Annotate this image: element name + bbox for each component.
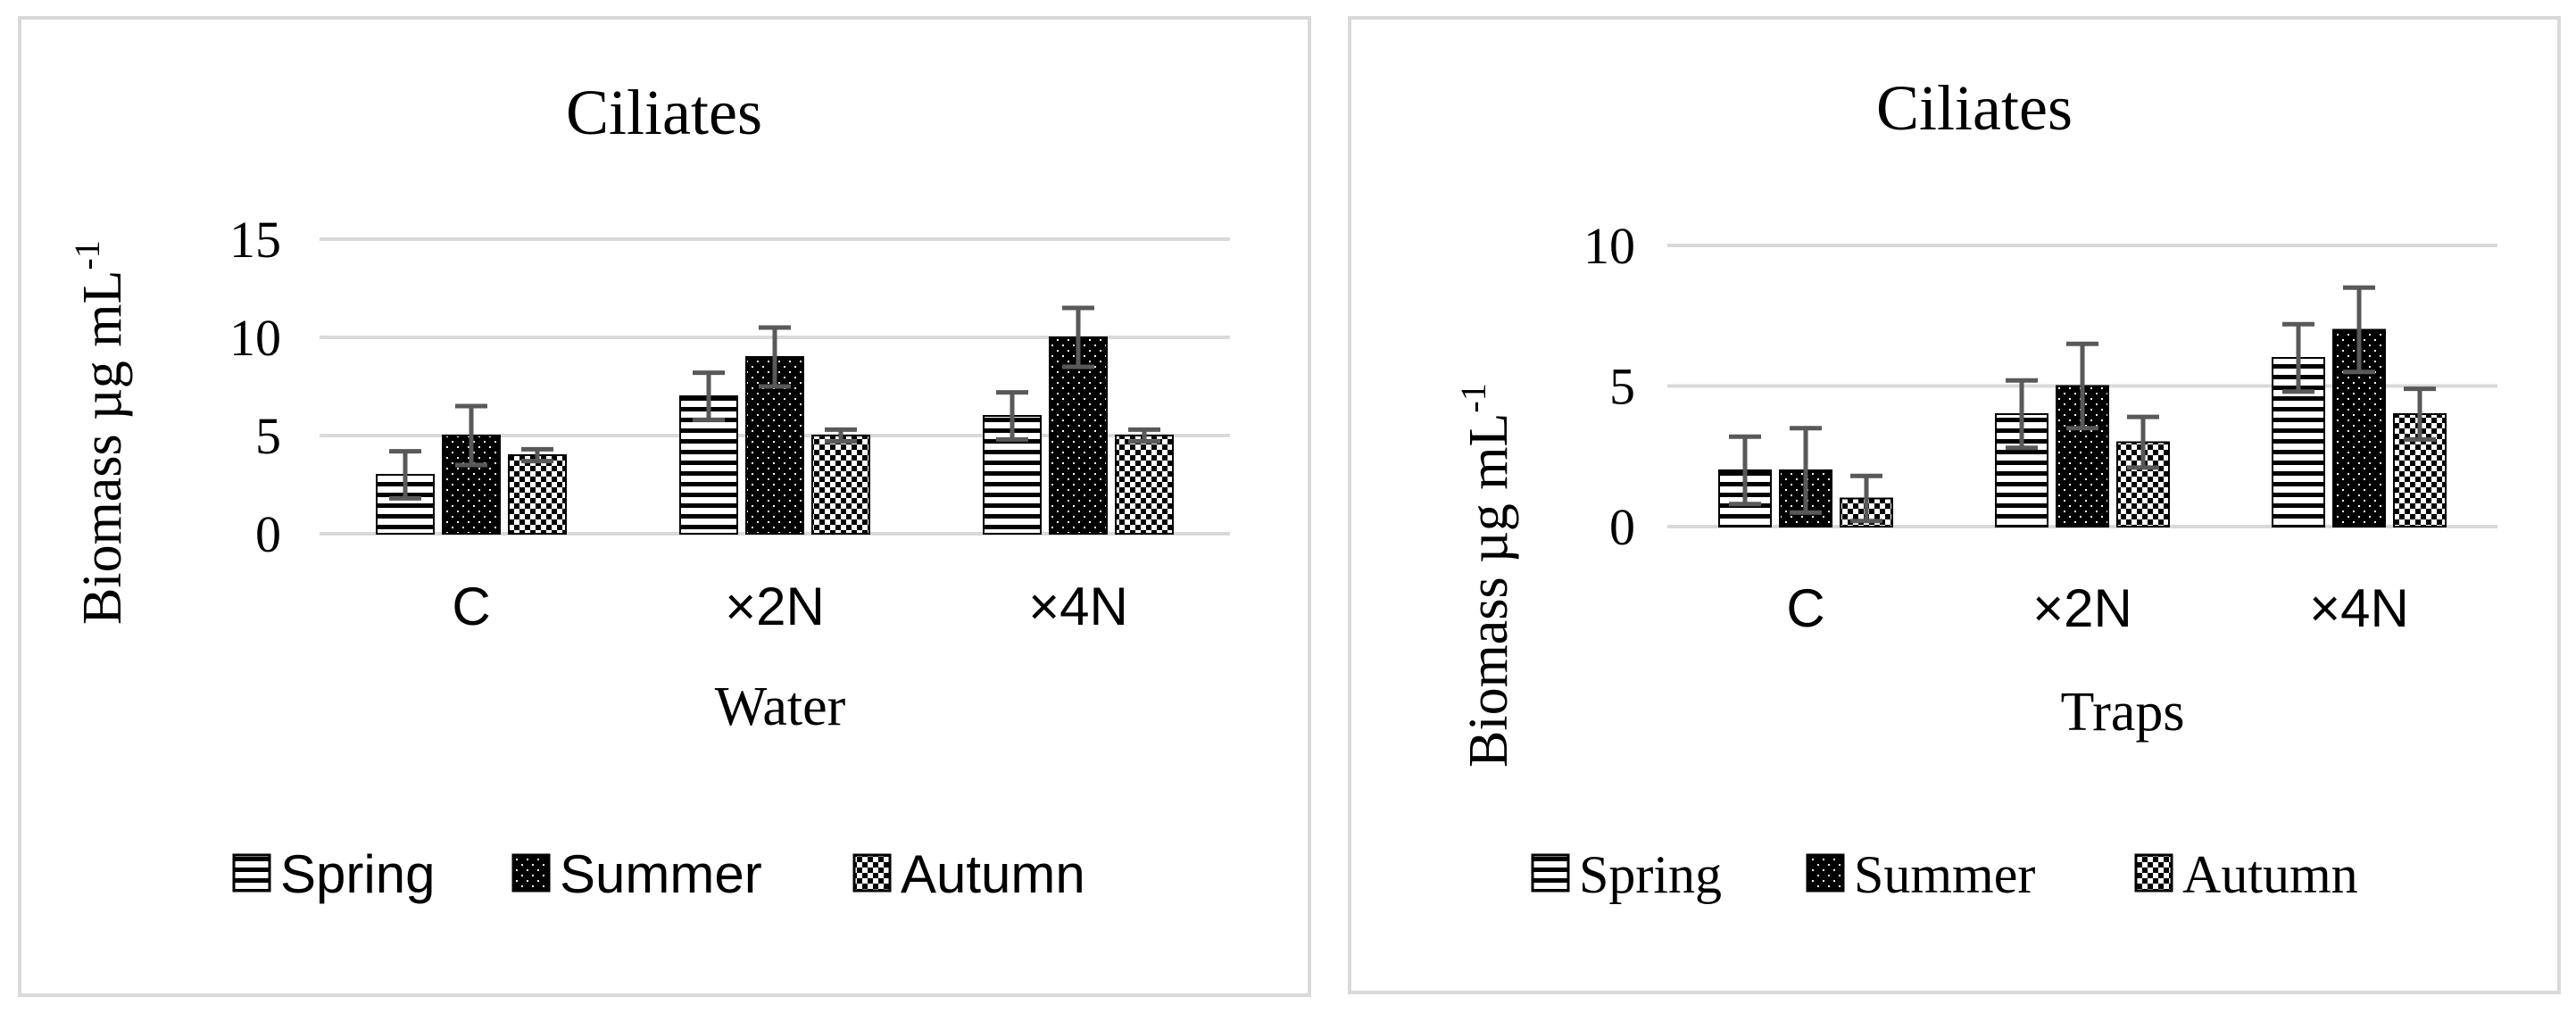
- category-labels-traps: C ×2N ×4N: [1786, 578, 2409, 638]
- x-axis-label-traps: Traps: [2061, 682, 2185, 743]
- legend-swatch: [2134, 853, 2173, 893]
- category-label: ×2N: [2032, 578, 2132, 638]
- legend-swatch: [232, 853, 271, 893]
- error-bar-autumn-1: [2127, 414, 2159, 470]
- legend-swatch: [511, 853, 551, 893]
- error-bar-summer-2: [2343, 285, 2375, 375]
- y-tick-label: 0: [255, 505, 281, 563]
- error-bar-spring-0: [389, 449, 421, 501]
- error-bar-spring-1: [693, 370, 725, 422]
- y-tick-labels-water: 0 5 10 15: [229, 211, 281, 563]
- y-tick-label: 5: [1609, 358, 1635, 416]
- chart-title-water: Ciliates: [566, 77, 762, 148]
- bar-autumn-2: [1115, 435, 1174, 535]
- chart-title-traps: Ciliates: [1876, 72, 2073, 144]
- legend-item-spring: Spring: [1531, 845, 1722, 904]
- legend-label: Spring: [280, 844, 435, 904]
- category-label: C: [452, 577, 490, 636]
- legend-swatch: [852, 853, 892, 893]
- y-tick-label: 10: [1583, 217, 1635, 275]
- error-bar-spring-1: [2006, 378, 2038, 451]
- chart-panel-water: Ciliates 0 5 10 15 C ×2N ×4N Water Biomass µg…: [18, 16, 1311, 997]
- x-axis-label-water: Water: [715, 677, 846, 737]
- legend-item-autumn: Autumn: [2134, 845, 2358, 904]
- category-labels-water: C ×2N ×4N: [452, 577, 1128, 636]
- category-label: C: [1786, 578, 1824, 638]
- legend-label: Autumn: [901, 844, 1085, 904]
- legend-label: Summer: [1854, 845, 2035, 904]
- bar-autumn-0: [508, 454, 567, 535]
- error-bar-spring-2: [996, 390, 1028, 442]
- chart-panel-traps: Ciliates 0 5 10 C ×2N ×4N Traps Biomass µg m…: [1348, 16, 2561, 994]
- category-label: ×2N: [725, 577, 825, 636]
- y-tick-label: 0: [1609, 498, 1635, 556]
- bar-autumn-1: [811, 435, 870, 535]
- y-tick-labels-traps: 0 5 10: [1583, 217, 1635, 556]
- y-tick-label: 5: [255, 407, 281, 465]
- error-bar-spring-2: [2282, 321, 2314, 394]
- y-tick-label: 15: [229, 211, 281, 269]
- legend-item-summer: Summer: [1806, 845, 2035, 904]
- y-axis-label-main-traps: Biomass µg mL: [1458, 413, 1519, 768]
- error-bar-autumn-2: [2404, 386, 2436, 442]
- legend-item-summer: Summer: [511, 844, 762, 904]
- bar-summer-0: [442, 435, 501, 535]
- legend-swatch: [1531, 853, 1570, 893]
- legend-label: Summer: [560, 844, 762, 904]
- y-axis-label-main-water: Biomass µg mL: [72, 270, 133, 625]
- legend-item-spring: Spring: [232, 844, 435, 904]
- legend-traps: Spring Summer Autumn: [1531, 845, 2358, 904]
- y-axis-label-water: Biomass µg mL-1: [67, 240, 133, 625]
- category-label: ×4N: [2309, 578, 2409, 638]
- error-bars-traps: [1729, 285, 2436, 524]
- error-bar-autumn-0: [521, 446, 553, 464]
- bar-summer-2: [1049, 336, 1108, 535]
- error-bar-spring-0: [1729, 434, 1761, 507]
- error-bar-autumn-2: [1128, 427, 1160, 444]
- y-tick-label: 10: [229, 309, 281, 367]
- error-bar-summer-1: [759, 325, 791, 389]
- legend-label: Spring: [1579, 845, 1722, 904]
- error-bar-summer-0: [455, 403, 487, 468]
- y-axis-label-traps: Biomass µg mL-1: [1453, 383, 1519, 768]
- legend-label: Autumn: [2182, 845, 2358, 904]
- error-bar-autumn-1: [825, 427, 857, 444]
- category-label: ×4N: [1028, 577, 1128, 636]
- error-bar-summer-1: [2066, 341, 2098, 431]
- error-bar-autumn-0: [1850, 473, 1882, 524]
- y-axis-label-sup-traps: -1: [1453, 383, 1493, 412]
- legend-water: Spring Summer Autumn: [232, 844, 1085, 904]
- legend-item-autumn: Autumn: [852, 844, 1085, 904]
- y-axis-label-sup-water: -1: [67, 240, 107, 270]
- error-bar-summer-2: [1062, 305, 1094, 369]
- legend-swatch: [1806, 853, 1845, 893]
- error-bar-summer-0: [1790, 426, 1822, 515]
- error-bars-water: [389, 305, 1160, 501]
